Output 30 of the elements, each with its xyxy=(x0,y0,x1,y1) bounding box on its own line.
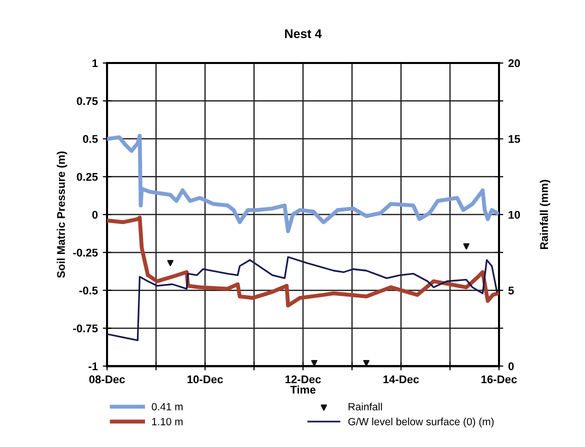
legend-label: G/W level below surface (0) (m) xyxy=(348,418,494,428)
chart-title: Nest 4 xyxy=(285,29,322,38)
x-tick-label: 10-Dec xyxy=(188,375,223,384)
y2-axis-title: Rainfall (mm) xyxy=(540,180,550,250)
x-tick-label: 16-Dec xyxy=(481,375,517,384)
y2-tick-label: 15 xyxy=(508,135,520,143)
x-tick-label: 08-Dec xyxy=(89,375,125,384)
y-tick-label: 0.25 xyxy=(76,172,98,181)
point xyxy=(363,360,370,366)
x-tick-label: 12-Dec xyxy=(286,375,321,384)
y2-tick-label: 10 xyxy=(508,210,520,219)
y2-tick-label: 0 xyxy=(508,362,514,370)
y-axis-title: Soil Matric Pressure (m) xyxy=(56,152,68,278)
x-tick-label: 14-Dec xyxy=(384,376,419,384)
legend-label: 1.10 m xyxy=(152,418,183,426)
point xyxy=(463,243,470,250)
y-tick-label: 0 xyxy=(92,210,98,219)
legend-label: Rainfall xyxy=(348,402,382,410)
y-tick-label: -1 xyxy=(88,362,98,370)
y-tick-label: -0.25 xyxy=(73,248,98,257)
y2-tick-label: 5 xyxy=(508,286,514,294)
y-tick-label: 0.75 xyxy=(76,97,98,106)
y-tick-label: 0.5 xyxy=(83,135,98,143)
legend-label: 0.41 m xyxy=(152,403,183,410)
x-axis-title: Time xyxy=(290,385,316,394)
y-tick-label: -0.5 xyxy=(79,286,98,294)
y-tick-label: -0.75 xyxy=(73,324,98,332)
y2-tick-label: 20 xyxy=(508,59,520,68)
y-tick-label: 1 xyxy=(92,59,98,68)
point xyxy=(167,260,174,266)
